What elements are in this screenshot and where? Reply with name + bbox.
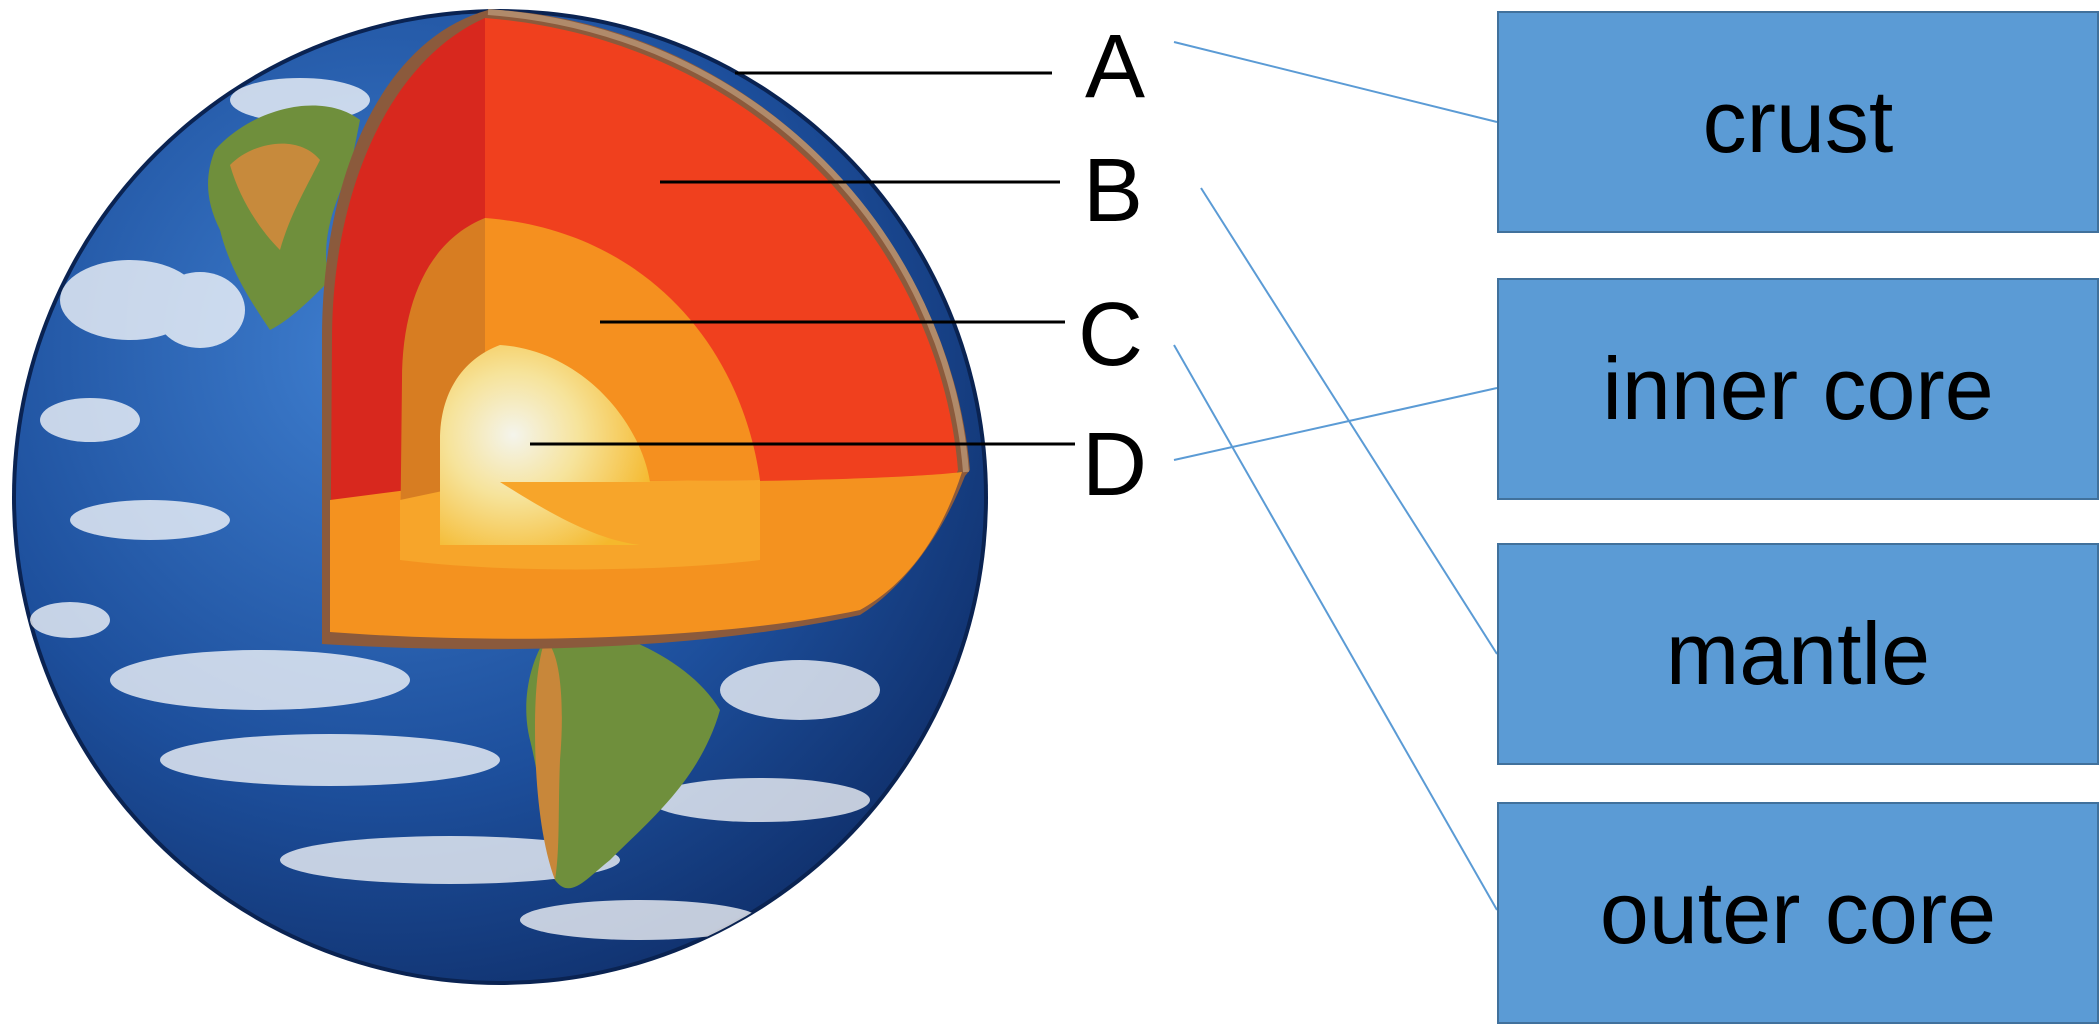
north-america-highlands (230, 143, 320, 250)
connector-a-crust (1173, 41, 1498, 123)
crust-edge (487, 9, 969, 473)
term-box-outer-core[interactable]: outer core (1497, 802, 2099, 1024)
term-label-inner-core: inner core (1602, 339, 1994, 438)
label-letter-a: A (1085, 17, 1146, 117)
connector-c-outer-core (1173, 344, 1498, 911)
cloud-swirls (30, 78, 880, 940)
connector-d-inner-core (1173, 387, 1498, 461)
term-label-crust: crust (1702, 72, 1894, 171)
label-letter-c: C (1078, 285, 1143, 385)
label-letter-d: D (1082, 415, 1147, 515)
andes-mountains (535, 640, 562, 880)
term-box-crust[interactable]: crust (1497, 11, 2099, 233)
earth-cutaway (322, 9, 970, 650)
label-letter-b: B (1083, 141, 1144, 241)
answer-connectors (1173, 41, 1498, 911)
term-label-outer-core: outer core (1599, 863, 1997, 962)
term-box-mantle[interactable]: mantle (1497, 543, 2099, 765)
south-america-landmass (526, 620, 720, 889)
term-label-mantle: mantle (1665, 604, 1931, 703)
term-box-inner-core[interactable]: inner core (1497, 278, 2099, 500)
pointer-lines (530, 71, 1075, 446)
